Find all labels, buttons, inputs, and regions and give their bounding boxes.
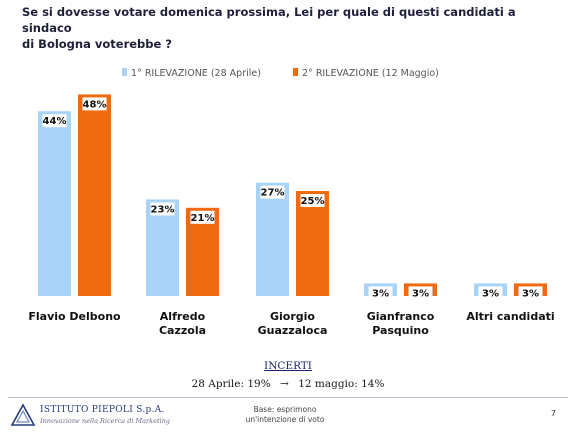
data-label-box-2-5 [518, 286, 543, 300]
data-label-box-1-4 [368, 286, 393, 300]
category-label-1: Flavio Delbono [28, 310, 121, 323]
bar-2-1 [78, 94, 111, 297]
data-label-1-1: 44% [43, 116, 67, 127]
data-label-box-1-1 [42, 114, 67, 128]
legend-swatch-1 [122, 68, 127, 76]
chart-title: Se si dovesse votare domenica prossima, … [22, 4, 562, 52]
bar-group: 44% 48% 23% 21% 27% 25% 3% 3% 3% 3% [38, 94, 547, 300]
data-label-1-4: 3% [372, 288, 389, 299]
incerti-first: 28 Aprile: 19% [191, 378, 271, 390]
footer-divider [8, 397, 568, 398]
data-label-box-1-2 [150, 202, 175, 216]
bar-2-3 [296, 191, 329, 296]
category-label-5: Altri candidati [466, 310, 554, 323]
data-label-1-2: 23% [151, 204, 175, 215]
bar-1-2 [146, 199, 179, 296]
data-label-box-2-4 [408, 286, 433, 300]
data-label-box-1-5 [478, 286, 503, 300]
category-label-3: Giorgio Guazzaloca [258, 310, 328, 337]
data-label-2-4: 3% [412, 288, 429, 299]
data-label-2-3: 25% [301, 196, 325, 207]
data-label-box-2-3 [300, 194, 325, 207]
data-label-2-1: 48% [83, 99, 107, 110]
base-note-line-2: un'intenzione di voto [245, 415, 325, 424]
logo-mark-icon [10, 403, 36, 426]
legend-label-1: 1° RILEVAZIONE (28 Aprile) [131, 68, 261, 79]
data-label-box-2-2 [190, 210, 215, 224]
data-label-box-1-3 [260, 185, 285, 199]
category-label-2: Alfredo Cazzola [159, 310, 206, 337]
data-label-1-5: 3% [482, 288, 499, 299]
legend-label-2: 2° RILEVAZIONE (12 Maggio) [302, 68, 439, 79]
data-label-box-2-1 [82, 97, 107, 111]
page-number: 7 [550, 409, 556, 418]
title-line-2: di Bologna voterebbe ? [22, 37, 172, 51]
company-logo: ISTITUTO PIEPOLI S.p.A. Innovazione nell… [10, 403, 200, 429]
bar-1-1 [38, 111, 71, 296]
bar-chart: 1° RILEVAZIONE (28 Aprile) 2° RILEVAZIONE… [28, 68, 555, 337]
base-note-line-1: Base: esprimono [253, 405, 317, 414]
arrow-right-icon: → [280, 378, 289, 390]
incerti-block: INCERTI [0, 360, 576, 372]
logo-tagline: Innovazione nella Ricerca di Marketing [40, 417, 170, 425]
legend-swatch-2 [293, 68, 298, 76]
base-note: Base: esprimono un'intenzione di voto [230, 405, 340, 425]
data-label-1-3: 27% [261, 188, 285, 199]
bar-1-3 [256, 182, 289, 296]
data-label-2-2: 21% [191, 213, 215, 224]
incerti-second: 12 maggio: 14% [298, 378, 385, 390]
data-label-2-5: 3% [522, 288, 539, 299]
chart-legend: 1° RILEVAZIONE (28 Aprile) 2° RILEVAZIONE… [122, 68, 439, 79]
incerti-values: 28 Aprile: 19% → 12 maggio: 14% [0, 378, 576, 390]
logo-name: ISTITUTO PIEPOLI S.p.A. [40, 405, 165, 415]
incerti-title: INCERTI [264, 360, 312, 372]
category-label-4: Gianfranco Pasquino [367, 310, 435, 337]
category-labels: Flavio Delbono Alfredo Cazzola Giorgio Guazz… [28, 310, 554, 337]
title-line-1: Se si dovesse votare domenica prossima, … [22, 5, 516, 35]
